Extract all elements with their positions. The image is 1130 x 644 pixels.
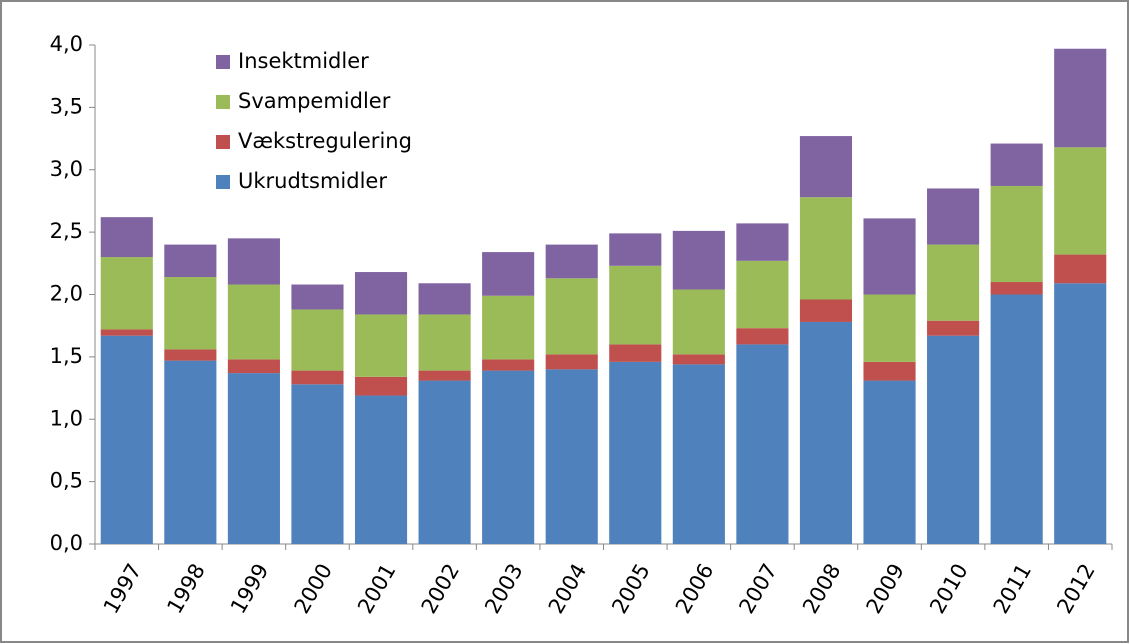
bar-segment [100, 329, 153, 336]
bar-segment [227, 373, 280, 544]
legend-swatch [216, 175, 230, 189]
bar-segment [863, 294, 916, 362]
bar-segment [482, 359, 535, 371]
bar-segment [799, 299, 853, 322]
bar-segment [354, 395, 408, 544]
bar-segment [863, 218, 916, 295]
bar-segment [990, 185, 1043, 283]
bar-segment [609, 344, 662, 362]
bar-segment [418, 370, 471, 381]
bar-segment [545, 354, 598, 370]
legend-label: Insektmidler [238, 49, 369, 73]
bar-segment [1054, 283, 1107, 544]
legend-swatch [216, 55, 230, 69]
bar-segment [736, 328, 789, 345]
legend-label: Svampemidler [238, 89, 391, 113]
bar-segment [227, 359, 280, 374]
bar-segment [672, 364, 725, 544]
bar-segment [990, 282, 1043, 295]
legend-label: Ukrudtsmidler [238, 169, 387, 193]
bar-segment [418, 283, 471, 315]
bar-segment [227, 284, 280, 360]
bar-segment [291, 384, 344, 544]
bar-segment [482, 252, 535, 296]
bar-segment [927, 244, 980, 321]
y-tick-label: 2,5 [50, 219, 83, 243]
bar-segment [354, 272, 408, 315]
bar-segment [1054, 254, 1107, 284]
y-tick-label: 2,0 [50, 282, 83, 306]
bar-segment [863, 380, 916, 544]
y-tick-label: 0,5 [50, 469, 83, 493]
y-tick-label: 3,0 [50, 157, 83, 181]
bar-segment [482, 295, 535, 360]
bar-segment [990, 294, 1043, 544]
bar-segment [227, 238, 280, 285]
bar-segment [736, 223, 789, 261]
bar-segment [1054, 48, 1107, 148]
bar-segment [1054, 147, 1107, 255]
bar-segment [672, 354, 725, 365]
bar-segment [672, 230, 725, 290]
bar-segment [418, 380, 471, 544]
y-tick-label: 0,0 [50, 531, 83, 555]
bar-segment [609, 265, 662, 345]
y-tick-label: 1,0 [50, 406, 83, 430]
bar-segment [799, 197, 853, 300]
bar-segment [545, 369, 598, 544]
bar-segment [736, 344, 789, 544]
legend-swatch [216, 95, 230, 109]
bar-segment [545, 278, 598, 355]
bar-segment [609, 233, 662, 266]
bar-segment [164, 349, 217, 361]
bar-segment [164, 244, 217, 278]
bar-segment [164, 360, 217, 544]
bar-segment [736, 260, 789, 329]
bar-segment [863, 361, 916, 381]
bar-segment [354, 314, 408, 377]
legend-label: Vækstregulering [238, 129, 412, 153]
bar-segment [100, 217, 153, 258]
bar-segment [100, 335, 153, 544]
bar-segment [418, 314, 471, 371]
legend-swatch [216, 135, 230, 149]
bar-segment [927, 188, 980, 245]
bar-segment [291, 284, 344, 310]
bar-segment [291, 370, 344, 385]
bar-segment [799, 136, 853, 198]
bar-segment [927, 320, 980, 336]
bar-segment [482, 370, 535, 544]
y-tick-label: 4,0 [50, 32, 83, 56]
bar-segment [100, 257, 153, 330]
bar-segment [609, 361, 662, 544]
bar-segment [291, 309, 344, 371]
bar-segment [990, 143, 1043, 186]
bar-segment [799, 321, 853, 544]
bar-segment [545, 244, 598, 279]
y-tick-label: 3,5 [50, 94, 83, 118]
bar-segment [927, 335, 980, 544]
bar-segment [672, 289, 725, 355]
bar-segment [164, 277, 217, 350]
y-tick-label: 1,5 [50, 344, 83, 368]
bar-segment [354, 376, 408, 396]
